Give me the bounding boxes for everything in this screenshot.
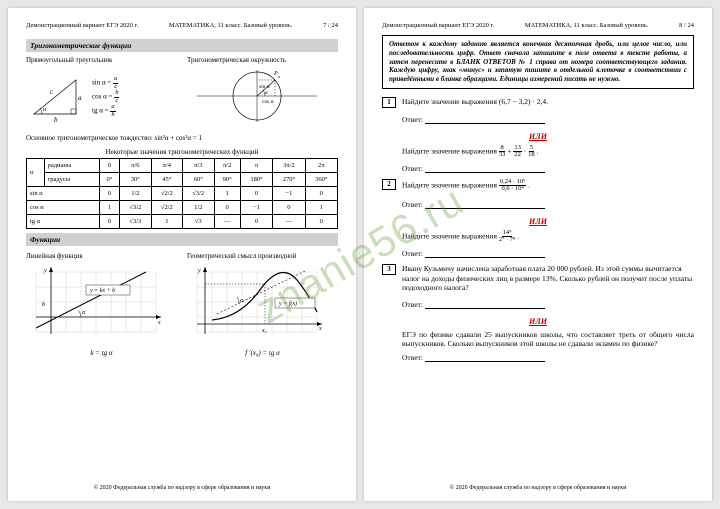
subhdr-circle: Тригонометрическая окружность bbox=[187, 56, 338, 64]
svg-text:α: α bbox=[265, 91, 268, 96]
task-2-text: Найдите значение выражения 0,24 · 10⁶0,6… bbox=[402, 179, 694, 193]
svg-text:α: α bbox=[82, 310, 86, 316]
triangle-figure: α a b c bbox=[26, 72, 86, 122]
g1-caption: k = tg α bbox=[26, 349, 177, 357]
task-3-num: 3 bbox=[382, 264, 396, 275]
svg-text:cos α: cos α bbox=[262, 99, 274, 105]
task-1-alt: Найдите значение выражения 833 + 1322 · … bbox=[402, 145, 694, 159]
svg-text:x₀: x₀ bbox=[261, 328, 267, 334]
task-1-text: Найдите значение выражения (6,7 − 3,2) ·… bbox=[402, 97, 694, 108]
or-2: ИЛИ bbox=[382, 217, 694, 226]
section-trig: Тригонометрические функции bbox=[26, 39, 338, 52]
hdr-c: МАТЕМАТИКА, 11 класс. Базовый уровень. bbox=[525, 22, 649, 29]
table-title: Некоторые значения тригонометрических фу… bbox=[26, 148, 338, 156]
svg-text:c: c bbox=[50, 88, 54, 96]
hdr-r: 7 / 24 bbox=[323, 22, 338, 29]
task-3-alt: ЕГЭ по физике сдавали 25 выпускников шко… bbox=[402, 330, 694, 348]
task-3: 3 Ивану Кузьмичу начислена заработная пл… bbox=[382, 264, 694, 293]
svg-text:y: y bbox=[43, 268, 47, 274]
graph1-title: Линейная функция bbox=[26, 252, 177, 260]
linear-graph: α b x y y = kx + b bbox=[26, 262, 176, 347]
answer-line bbox=[425, 165, 545, 173]
unit-circle-figure: α Pα sin α cos α bbox=[187, 66, 327, 126]
task-3-text: Ивану Кузьмичу начислена заработная плат… bbox=[402, 264, 694, 293]
answer-line bbox=[425, 201, 545, 209]
svg-text:a: a bbox=[78, 94, 82, 102]
task-1-num: 1 bbox=[382, 97, 396, 108]
header-left: Демонстрационный вариант ЕГЭ 2020 г. МАТ… bbox=[26, 22, 338, 29]
answer-line bbox=[425, 354, 545, 362]
header-right: Демонстрационный вариант ЕГЭ 2020 г. МАТ… bbox=[382, 22, 694, 29]
or-1: ИЛИ bbox=[382, 132, 694, 141]
instructions: Ответом к каждому заданию является конеч… bbox=[382, 35, 694, 89]
hdr-l: Демонстрационный вариант ЕГЭ 2020 г. bbox=[382, 22, 494, 29]
svg-text:b: b bbox=[54, 116, 58, 122]
g1-eq: y = kx + b bbox=[89, 288, 115, 294]
task-2-alt: Найдите значение выражения 14⁹2⁷ · 7⁸ . bbox=[402, 230, 694, 244]
svg-text:sin α: sin α bbox=[259, 84, 270, 90]
task-1: 1 Найдите значение выражения (6,7 − 3,2)… bbox=[382, 97, 694, 108]
trig-identity: Основное тригонометрическое тождество: s… bbox=[26, 134, 338, 142]
page-left: Демонстрационный вариант ЕГЭ 2020 г. МАТ… bbox=[8, 8, 356, 501]
svg-text:x: x bbox=[318, 326, 322, 332]
answer-line bbox=[425, 116, 545, 124]
g2-caption: f ′(x₀) = tg α bbox=[187, 349, 338, 357]
answer-line bbox=[425, 250, 545, 258]
hdr-r: 8 / 24 bbox=[679, 22, 694, 29]
svg-text:y: y bbox=[197, 268, 201, 274]
trig-row: Прямоугольный треугольник α a b c sin α … bbox=[26, 56, 338, 128]
svg-text:x: x bbox=[157, 320, 161, 326]
task-2-num: 2 bbox=[382, 179, 396, 190]
trig-table: α радианы 0π/6π/4π/3π/2π3π/22π градусы 0… bbox=[26, 158, 338, 229]
hdr-l: Демонстрационный вариант ЕГЭ 2020 г. bbox=[26, 22, 138, 29]
svg-text:y = f(x): y = f(x) bbox=[278, 300, 297, 307]
svg-text:α: α bbox=[278, 74, 281, 79]
answer-line bbox=[425, 301, 545, 309]
trig-formulas: sin α = ac cos α = bc tg α = ab bbox=[92, 76, 119, 118]
subhdr-triangle: Прямоугольный треугольник bbox=[26, 56, 177, 64]
or-3: ИЛИ bbox=[382, 317, 694, 326]
derivative-graph: α x₀ x y y = f(x) bbox=[187, 262, 337, 347]
svg-text:b: b bbox=[42, 302, 45, 308]
svg-text:α: α bbox=[43, 107, 47, 113]
hdr-c: МАТЕМАТИКА, 11 класс. Базовый уровень. bbox=[169, 22, 293, 29]
section-func: Функции bbox=[26, 233, 338, 246]
graph2-title: Геометрический смысл производной bbox=[187, 252, 338, 260]
page-right: Демонстрационный вариант ЕГЭ 2020 г. МАТ… bbox=[364, 8, 712, 501]
footer-left: © 2020 Федеральная служба по надзору в с… bbox=[26, 481, 338, 491]
footer-right: © 2020 Федеральная служба по надзору в с… bbox=[382, 481, 694, 491]
task-2: 2 Найдите значение выражения 0,24 · 10⁶0… bbox=[382, 179, 694, 193]
